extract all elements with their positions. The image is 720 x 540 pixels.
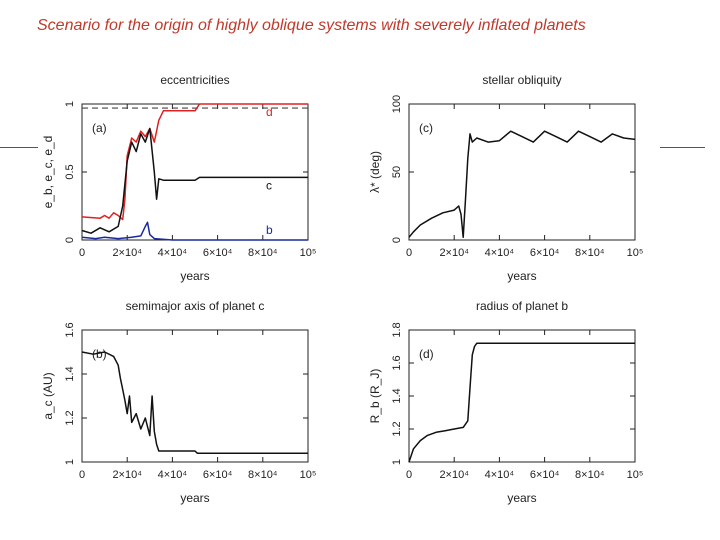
x-tick-label: 10⁵ [300,247,317,259]
x-tick-label: 6×10⁴ [530,247,560,259]
y-axis-label-stellar-obliquity: λ* (deg) [368,151,382,193]
series-label-b: b [266,223,273,237]
chart-title-stellar-obliquity: stellar obliquity [482,73,561,87]
series-line-stellar-obliquity [408,130,636,239]
y-tick-label: 0 [391,237,403,243]
x-tick-label: 0 [79,469,85,481]
series-label-c: c [266,178,272,192]
panel-stellar-obliquity: stellar obliquity 0 2×10⁴ 4×10⁴ 6×10⁴ 8×10⁴ 10… [368,73,643,283]
y-axis-label-semimajor-axis: a_c (AU) [41,372,55,419]
y-tick-label: 1.2 [391,421,403,436]
y-tick-label: 1.6 [391,355,403,370]
x-tick-label: 10⁵ [627,247,644,259]
x-tick-label: 2×10⁴ [112,469,142,481]
panel-eccentricities: eccentricities 0 2×10⁴ 4×10⁴ 6×10⁴ 8×10⁴ 10⁵ 0 0… [41,73,316,283]
series-line-c [81,127,308,234]
decorative-line-right [660,147,705,148]
x-tick-label: 0 [406,247,412,259]
x-tick-label: 10⁵ [627,469,644,481]
x-tick-label: 6×10⁴ [203,469,233,481]
x-axis-label-planet-radius: years [507,491,536,505]
x-axis-label-semimajor-axis: years [180,491,209,505]
x-tick-label: 4×10⁴ [485,469,515,481]
x-tick-label: 2×10⁴ [439,247,469,259]
y-tick-label: 0.5 [64,164,76,179]
decorative-line-left [0,147,38,148]
x-tick-label: 8×10⁴ [248,247,278,259]
y-tick-label: 1.4 [391,388,403,403]
series-line-planet-radius [408,342,635,463]
x-tick-label: 4×10⁴ [158,469,188,481]
panel-semimajor-axis: semimajor axis of planet c 0 2×10⁴ 4×10⁴ 6×1… [41,299,316,505]
plot-frame-eccentricities [81,103,309,241]
chart-title-eccentricities: eccentricities [160,73,229,87]
panel-label-stellar-obliquity: (c) [419,121,433,135]
panel-label-eccentricities: (a) [92,121,107,135]
plot-frame-stellar-obliquity [408,103,636,241]
y-axis-label-eccentricities: e_b, e_c, e_d [41,136,55,209]
x-tick-label: 2×10⁴ [439,469,469,481]
x-tick-label: 2×10⁴ [112,247,142,259]
x-tick-label: 6×10⁴ [530,469,560,481]
panel-label-planet-radius: (d) [419,347,434,361]
x-tick-label: 10⁵ [300,469,317,481]
panel-label-semimajor-axis: (b) [92,347,107,361]
x-tick-label: 6×10⁴ [203,247,233,259]
y-tick-label: 1 [64,101,76,107]
y-tick-label: 100 [391,95,403,113]
x-tick-label: 0 [79,247,85,259]
x-tick-label: 8×10⁴ [575,247,605,259]
series-line-b [81,221,308,241]
chart-title-planet-radius: radius of planet b [476,299,568,313]
x-axis-label-stellar-obliquity: years [507,269,536,283]
slide-title: Scenario for the origin of highly obliqu… [37,17,586,34]
series-line-d [81,103,308,221]
y-tick-label: 1.2 [64,410,76,425]
x-axis-label-eccentricities: years [180,269,209,283]
x-tick-label: 4×10⁴ [485,247,515,259]
series-label-d: d [266,105,273,119]
y-tick-label: 1 [64,459,76,465]
x-tick-label: 8×10⁴ [248,469,278,481]
plot-frame-planet-radius [408,329,636,463]
y-tick-label: 0 [64,237,76,243]
plot-frame-semimajor-axis [81,329,309,463]
x-tick-label: 8×10⁴ [575,469,605,481]
chart-title-semimajor-axis: semimajor axis of planet c [126,299,265,313]
y-tick-label: 1 [391,459,403,465]
y-tick-label: 1.8 [391,322,403,337]
y-tick-label: 1.4 [64,366,76,381]
y-tick-label: 1.6 [64,322,76,337]
series-line-semimajor-axis [81,351,308,454]
x-tick-label: 0 [406,469,412,481]
y-tick-label: 50 [391,166,403,178]
x-tick-label: 4×10⁴ [158,247,188,259]
y-axis-label-planet-radius: R_b (R_J) [368,369,382,424]
panel-planet-radius: radius of planet b 0 2×10⁴ 4×10⁴ 6×10⁴ 8×10⁴ 1… [368,299,643,505]
